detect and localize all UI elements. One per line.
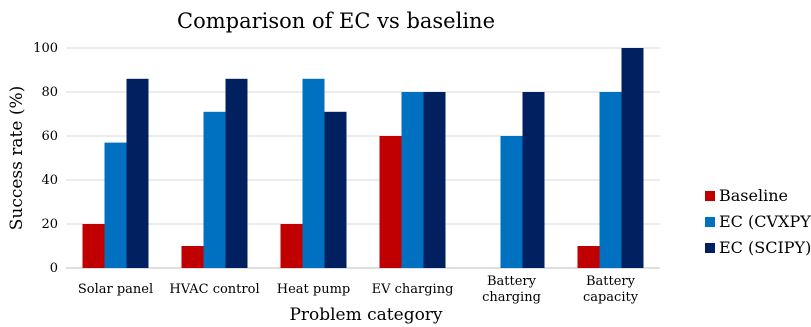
x-category-label: EV charging — [372, 282, 454, 297]
x-category-label-line: Solar panel — [78, 282, 153, 297]
legend: Baseline EC (CVXPY) EC (SCIPY) — [705, 186, 811, 257]
chart-title: Comparison of EC vs baseline — [177, 9, 495, 33]
x-category-label-line: EV charging — [372, 282, 454, 297]
bar — [577, 246, 600, 268]
x-category-label-line: Battery — [487, 274, 537, 289]
y-axis-title: Success rate (%) — [7, 86, 27, 231]
legend-label: Baseline — [719, 186, 788, 205]
y-axis-ticks: 0 20 40 60 80 100 — [33, 41, 58, 276]
bar — [104, 142, 127, 268]
x-axis-categories: Solar panel HVAC control Heat pump EV charg… — [78, 274, 639, 305]
bar — [82, 224, 105, 268]
bar — [599, 92, 622, 268]
x-category-label: HVAC control — [169, 282, 259, 297]
y-tick-label: 60 — [41, 129, 58, 144]
bar — [225, 78, 248, 268]
y-tick-label: 100 — [33, 41, 58, 56]
y-tick-label: 80 — [41, 85, 58, 100]
x-category-label-line: Heat pump — [277, 282, 350, 297]
legend-label: EC (CVXPY) — [719, 212, 811, 231]
legend-label: EC (SCIPY) — [719, 238, 811, 257]
legend-swatch — [705, 243, 715, 253]
bar — [324, 111, 347, 268]
y-tick-label: 40 — [41, 173, 58, 188]
gridlines — [66, 47, 660, 269]
bar — [379, 136, 402, 268]
x-category-label-line: Battery — [586, 274, 636, 289]
y-tick-label: 20 — [41, 217, 58, 232]
x-category-label: Solar panel — [78, 282, 153, 297]
bar — [423, 92, 446, 268]
x-axis-title: Problem category — [289, 305, 442, 325]
bar — [181, 246, 204, 268]
y-tick-label: 0 — [50, 261, 58, 276]
bar — [302, 78, 325, 268]
bar — [522, 92, 545, 268]
bar — [621, 48, 644, 268]
bars — [82, 48, 644, 268]
x-category-label: Heat pump — [277, 282, 350, 297]
bar — [126, 78, 149, 268]
x-category-label-line: charging — [482, 290, 541, 305]
x-category-label-line: capacity — [583, 290, 639, 305]
x-category-label: Battery charging — [482, 274, 541, 305]
x-category-label-line: HVAC control — [169, 282, 259, 297]
bar — [401, 92, 424, 268]
bar — [280, 224, 303, 268]
legend-swatch — [705, 191, 715, 201]
x-category-label: Battery capacity — [583, 274, 639, 305]
bar — [203, 111, 226, 268]
legend-swatch — [705, 217, 715, 227]
bar — [500, 136, 523, 268]
